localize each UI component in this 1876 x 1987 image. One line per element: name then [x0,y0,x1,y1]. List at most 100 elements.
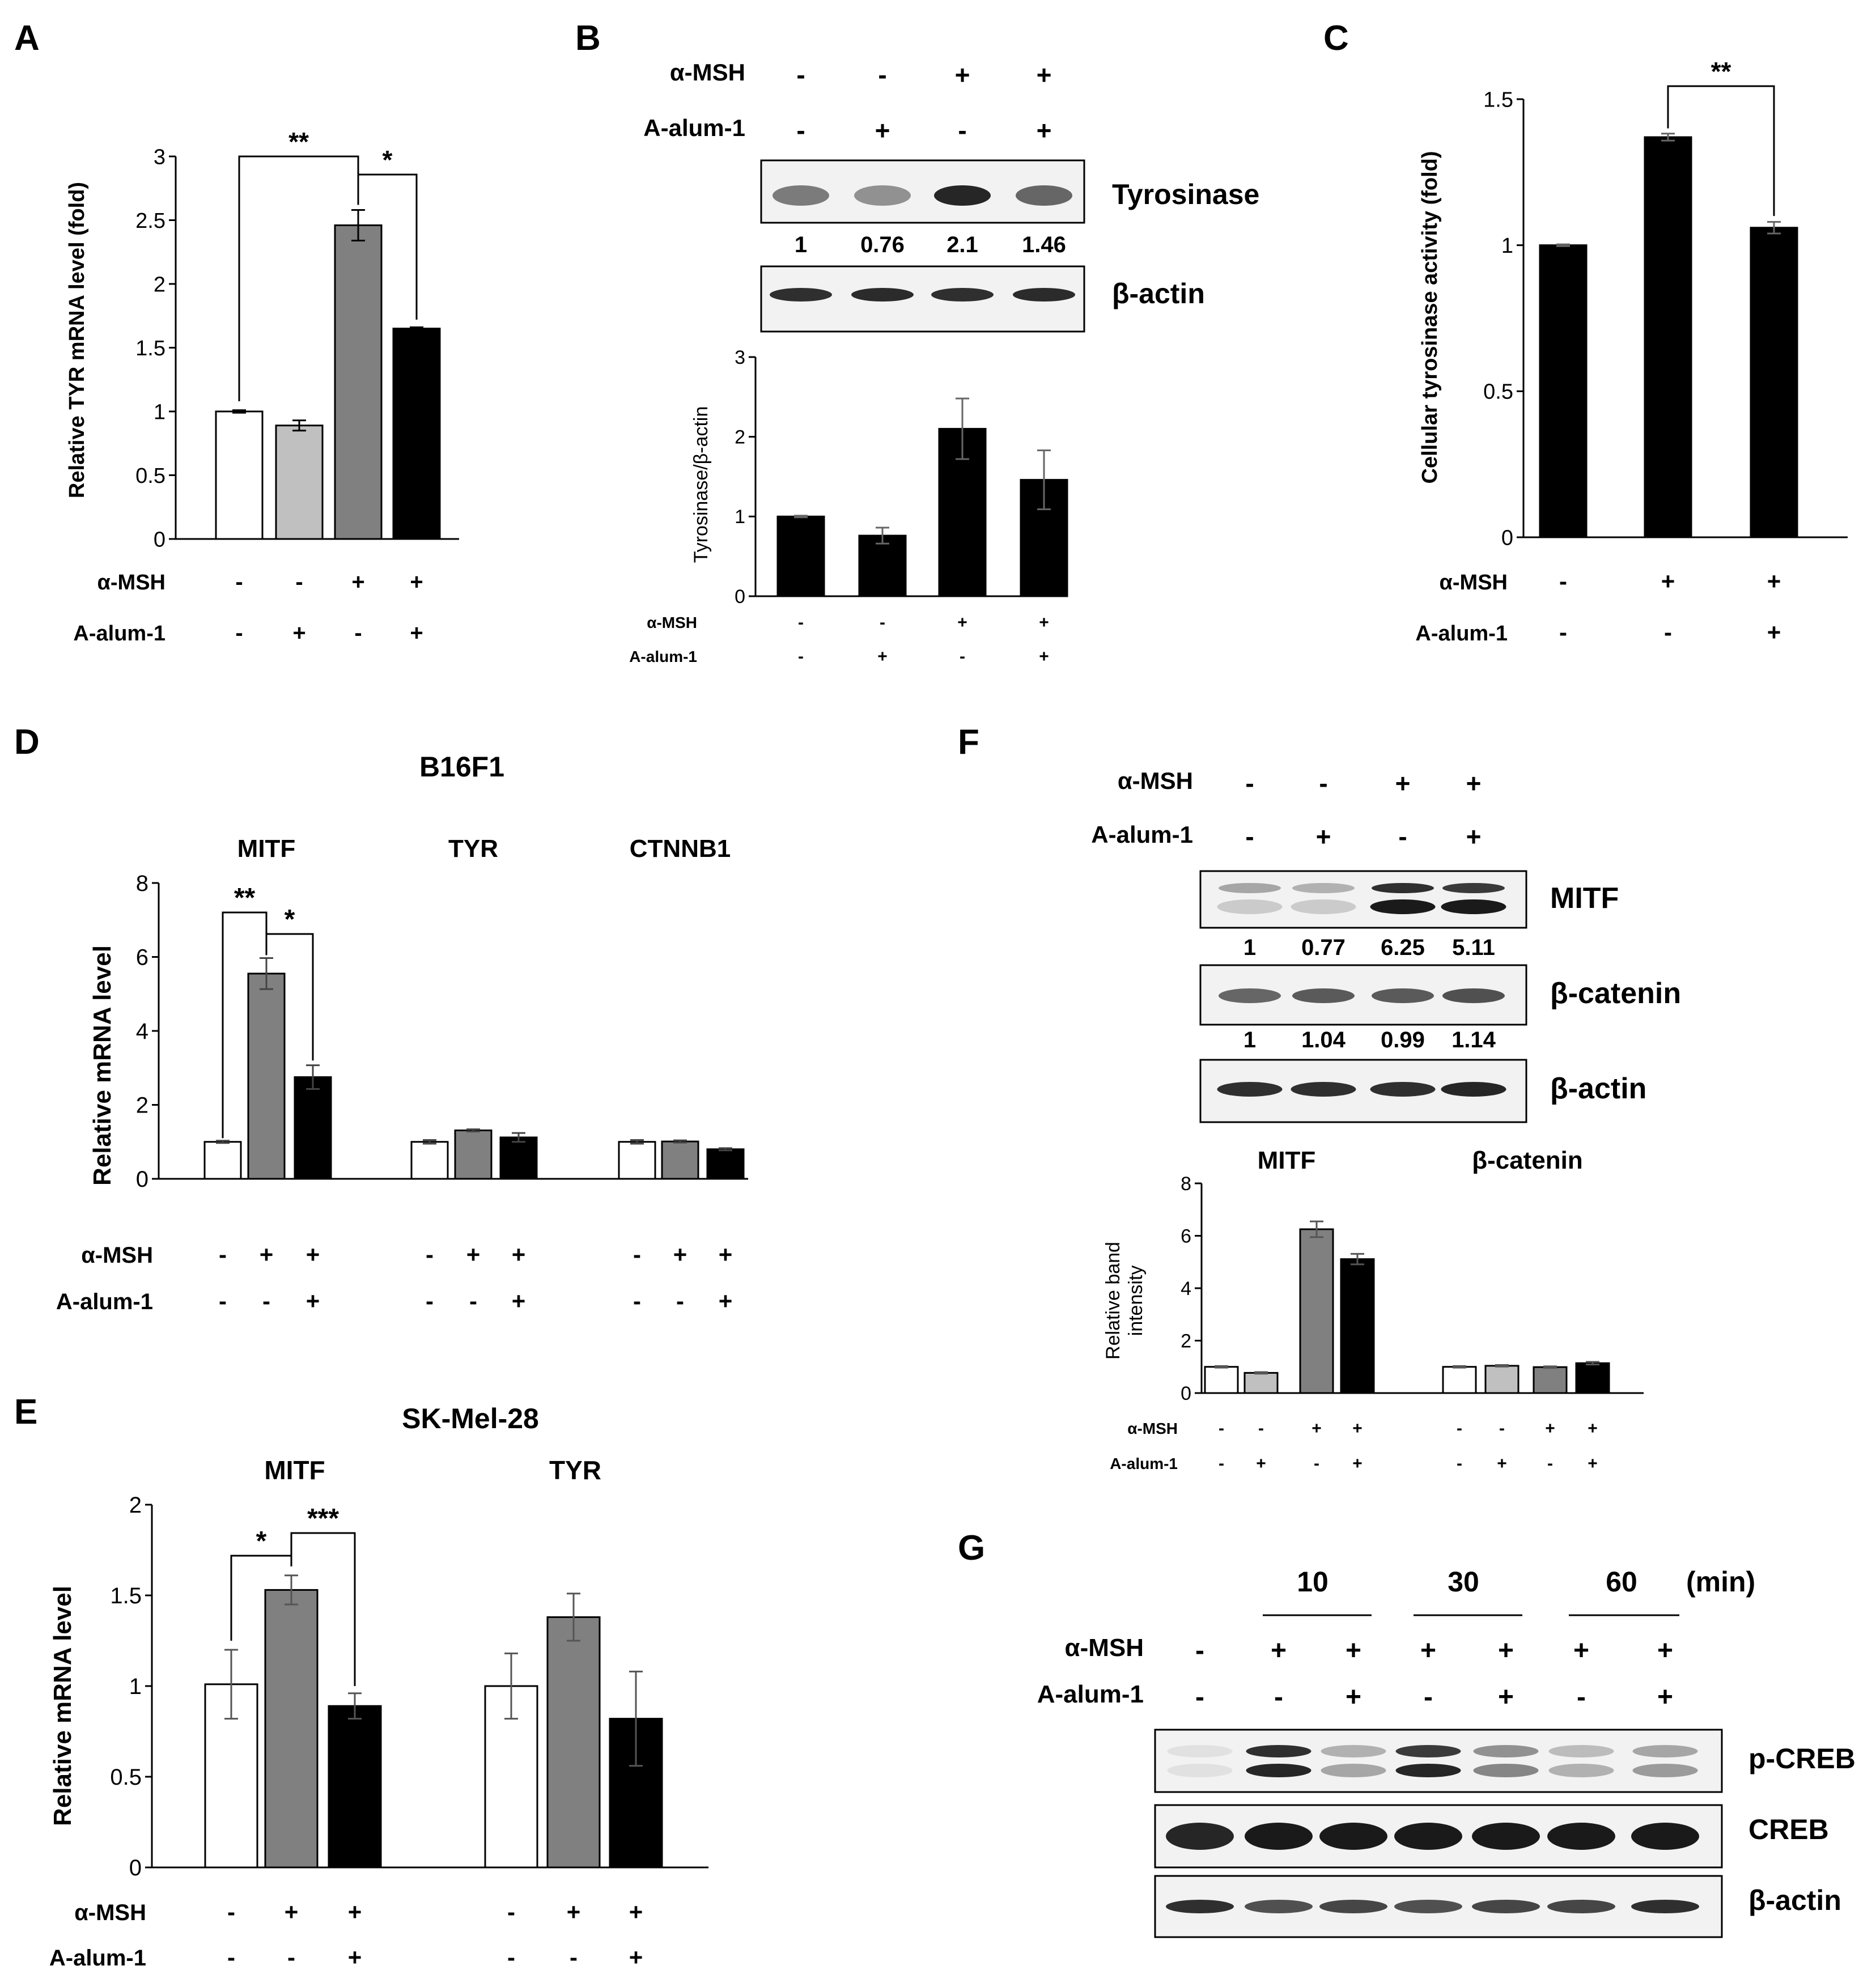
f-chart-alum-sign: + [1588,1454,1598,1473]
ylabel-e: Relative mRNA level [49,1586,77,1826]
d-sig-2-bracket [265,933,314,1061]
b-tick-label: 1 [735,506,745,528]
a-msh-sign: - [235,570,243,595]
d-s0-bar [203,1141,242,1180]
g-msh-sign: + [1657,1636,1673,1666]
timepoint-headers: 10 30 60 [1263,1566,1679,1616]
g-creb-band [1631,1823,1699,1850]
d-alum-sign: - [262,1288,270,1314]
a-1-bar [275,424,324,540]
f-tick-label: 6 [1181,1225,1191,1247]
b-actin-band [931,288,994,302]
blot-label-p-creb: p-CREB [1748,1743,1856,1774]
g-creb-band [1547,1823,1615,1850]
row-label-alum-g: A-alum-1 [1037,1680,1144,1708]
f-msh-sign: - [1245,769,1254,798]
g-actin-band [1166,1900,1234,1913]
e-sig-2-bracket [290,1532,356,1686]
f-msh-sign: + [1466,769,1482,798]
d-msh-sign: + [673,1241,687,1268]
g-pcreb-band-upper [1395,1745,1461,1757]
f-s1-bar [1484,1365,1520,1394]
chart-label-msh-b: α-MSH [647,614,697,631]
e-sig-2-label: *** [307,1504,339,1534]
row-label-alum-c: A-alum-1 [1415,622,1508,646]
blots-g [1154,1729,1723,1938]
f-s1-bar [1243,1372,1279,1394]
f-mitf-band-upper [1292,883,1355,893]
ylabel-f-line1: Relative band [1102,1242,1124,1360]
b-tick-label: 0 [735,586,745,608]
f-tick-label: 4 [1181,1278,1191,1300]
d-alum-sign: - [676,1288,684,1314]
d-s0-bar [410,1141,449,1180]
g-pcreb-band-lower [1246,1764,1311,1777]
b-msh-sign: - [796,60,805,90]
f-mitf-blot-frame [1199,870,1527,929]
d-tick-label: 2 [136,1093,148,1118]
d-s2-bar [706,1148,745,1180]
e-alum-sign: - [227,1944,235,1971]
f-chart-msh-sign: + [1588,1419,1598,1438]
panel-b: B α-MSH A-alum-1 - - + + - + - + Tyrosinase 1 0.… [575,19,1259,666]
a-msh-sign: - [295,570,303,595]
c-alum-sign: + [1767,619,1781,646]
g-actin-band [1394,1900,1462,1913]
g-msh-sign: + [1271,1636,1287,1666]
e-tick-label: 2 [129,1493,142,1518]
a-sig-2-bracket [357,173,418,320]
d-s0-bar [618,1141,656,1180]
b-quant-value: 2.1 [947,232,978,257]
g-alum-sign: + [1346,1682,1361,1712]
f-tick-label: 2 [1181,1330,1191,1352]
f-chart-msh-sign: + [1311,1419,1322,1438]
b-alum-sign: + [875,116,890,145]
d-alum-sign: + [306,1288,320,1314]
quant-rows-f: 1 0.77 6.25 5.11 1 1.04 0.99 1.14 [1243,935,1496,1052]
treatment-row-d: - + + - + + - + + - - + - - + - - + [219,1241,732,1314]
a-tick-label: 0 [154,528,165,551]
b-tyrosinase-band [934,185,991,206]
f-msh-sign: - [1319,769,1327,798]
f-quant-catenin: 1 [1243,1028,1256,1052]
d-alum-sign: + [719,1288,733,1314]
e-alum-sign: + [348,1944,362,1971]
g-msh-sign: + [1420,1636,1436,1666]
d-alum-sign: - [633,1288,641,1314]
f-alum-sign: + [1466,822,1482,851]
blots-f [1199,870,1527,1123]
plot-f: 0 2 4 6 8 MITF β-catenin [1181,1147,1644,1404]
b-chart-msh-sign: - [798,613,804,632]
a-tick-label: 2.5 [135,209,165,233]
blot-beta-actin-b [760,265,1085,333]
d-alum-sign: - [469,1288,477,1314]
a-sig-1-label: ** [288,127,309,156]
g-alum-sign: - [1195,1682,1204,1712]
g-pcreb-band-lower [1548,1764,1614,1777]
b-chart-alum-sign: - [798,647,804,666]
g-alum-sign: - [1424,1682,1433,1712]
a-tick-label: 2 [154,273,165,296]
g-alum-sign: - [1274,1682,1283,1712]
f-quant-mitf: 0.77 [1301,935,1346,960]
panel-letter-f: F [958,723,979,762]
f-s2-bar [1533,1366,1568,1394]
f-mitf-band-upper [1219,883,1281,893]
blot-label-mitf: MITF [1550,882,1619,915]
g-pcreb-band-lower [1395,1764,1461,1777]
b-actin-band [851,288,914,302]
blot-label-beta-actin-g: β-actin [1748,1884,1841,1916]
d-msh-sign: - [426,1241,434,1268]
b-chart-msh-sign: + [957,613,967,632]
significance-a: *** [238,127,418,401]
c-msh-sign: + [1767,568,1781,595]
g-pcreb-band-lower [1632,1764,1698,1777]
a-tick-label: 1.5 [135,337,165,360]
f-group-label: MITF [1258,1147,1316,1174]
f-chart-alum-sign: + [1256,1454,1266,1473]
e-group-label: MITF [264,1455,325,1485]
a-tick-label: 0.5 [135,464,165,488]
g-timepoint-label: 60 [1606,1566,1637,1598]
f-actin-band [1441,1082,1506,1097]
significance-c: ** [1667,57,1775,216]
